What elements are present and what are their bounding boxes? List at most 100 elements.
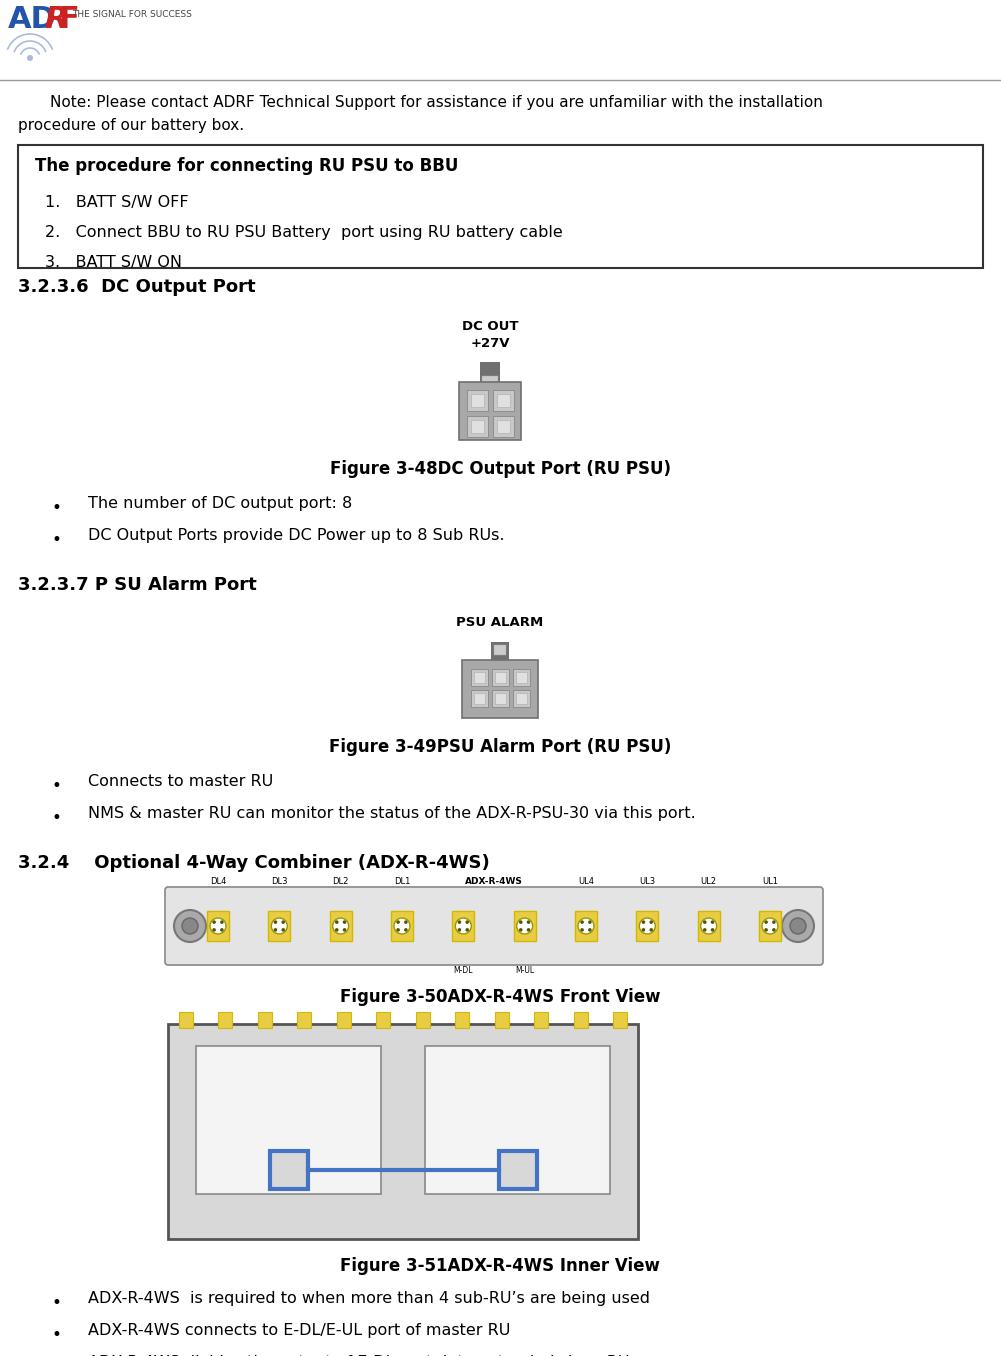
Text: M-DL: M-DL [453, 965, 473, 975]
Bar [268, 911, 290, 941]
Text: F: F [58, 5, 79, 34]
Text: 2.   Connect BBU to RU PSU Battery  port using RU battery cable: 2. Connect BBU to RU PSU Battery port us… [45, 225, 563, 240]
Text: •: • [52, 532, 62, 549]
Bar [613, 1012, 627, 1028]
Circle shape [396, 921, 400, 923]
Text: M-UL: M-UL [516, 965, 535, 975]
Bar [269, 1151, 307, 1189]
Bar [482, 376, 498, 382]
Circle shape [273, 928, 277, 932]
Bar [491, 690, 509, 706]
Bar [18, 145, 983, 268]
Circle shape [465, 928, 469, 932]
Text: procedure of our battery box.: procedure of our battery box. [18, 118, 244, 133]
Text: ADX-R-4WS  is required to when more than 4 sub-RU’s are being used: ADX-R-4WS is required to when more than … [88, 1291, 650, 1306]
Text: The procedure for connecting RU PSU to BBU: The procedure for connecting RU PSU to B… [35, 157, 458, 175]
Circle shape [455, 918, 471, 934]
Bar [491, 669, 509, 686]
Circle shape [342, 928, 346, 932]
Text: AD: AD [8, 5, 57, 34]
Circle shape [457, 928, 461, 932]
Bar [329, 911, 351, 941]
Bar [391, 911, 413, 941]
Bar [425, 1045, 610, 1195]
Text: Note: Please contact ADRF Technical Support for assistance if you are unfamiliar: Note: Please contact ADRF Technical Supp… [50, 95, 823, 110]
Text: UL4: UL4 [578, 877, 594, 885]
Text: PSU ALARM: PSU ALARM [456, 616, 544, 629]
Bar [575, 911, 597, 941]
Circle shape [271, 918, 287, 934]
Bar [574, 1012, 588, 1028]
Bar [759, 911, 781, 941]
Circle shape [701, 918, 717, 934]
Bar [494, 693, 506, 704]
Text: Figure 3-50ADX-R-4WS Front View: Figure 3-50ADX-R-4WS Front View [339, 989, 661, 1006]
Bar [494, 1012, 509, 1028]
Text: DL2: DL2 [332, 877, 349, 885]
Circle shape [281, 921, 285, 923]
Bar [473, 673, 484, 683]
Circle shape [465, 921, 469, 923]
Text: Connects to master RU: Connects to master RU [88, 774, 273, 789]
Bar [513, 669, 530, 686]
Bar [470, 395, 483, 407]
Text: DL4: DL4 [210, 877, 226, 885]
Circle shape [404, 921, 407, 923]
Circle shape [650, 928, 653, 932]
Bar [179, 1012, 193, 1028]
Circle shape [210, 918, 226, 934]
Text: Figure 3-48DC Output Port (RU PSU): Figure 3-48DC Output Port (RU PSU) [329, 460, 671, 479]
Bar [494, 673, 506, 683]
Circle shape [578, 918, 594, 934]
Text: 3.2.3.6  DC Output Port: 3.2.3.6 DC Output Port [18, 278, 255, 296]
FancyBboxPatch shape [165, 887, 823, 965]
Circle shape [212, 928, 216, 932]
Bar [207, 911, 229, 941]
Circle shape [394, 918, 410, 934]
Bar [452, 911, 474, 941]
Bar [637, 911, 659, 941]
Bar [498, 1151, 537, 1189]
Bar [492, 416, 514, 437]
Bar [462, 660, 538, 717]
Circle shape [765, 921, 768, 923]
Circle shape [519, 928, 523, 932]
Circle shape [581, 928, 584, 932]
Text: •: • [52, 499, 62, 517]
Circle shape [335, 921, 338, 923]
Circle shape [772, 921, 776, 923]
Bar [514, 911, 536, 941]
Bar [466, 391, 487, 411]
Text: •: • [52, 810, 62, 827]
Bar [459, 382, 521, 439]
Text: UL1: UL1 [762, 877, 778, 885]
Circle shape [765, 928, 768, 932]
Circle shape [457, 921, 461, 923]
Text: 3.2.3.7 P SU Alarm Port: 3.2.3.7 P SU Alarm Port [18, 576, 256, 594]
Bar [470, 669, 487, 686]
Text: DL1: DL1 [393, 877, 410, 885]
Circle shape [642, 921, 646, 923]
Bar [218, 1012, 232, 1028]
Circle shape [273, 921, 277, 923]
Text: 3.2.4    Optional 4-Way Combiner (ADX-R-4WS): 3.2.4 Optional 4-Way Combiner (ADX-R-4WS… [18, 854, 489, 872]
Bar [470, 420, 483, 433]
Text: •: • [52, 1326, 62, 1344]
Bar [480, 362, 500, 382]
Bar [336, 1012, 350, 1028]
Text: NMS & master RU can monitor the status of the ADX-R-PSU-30 via this port.: NMS & master RU can monitor the status o… [88, 805, 696, 820]
Text: ADX-R-4WS connects to E-DL/E-UL port of master RU: ADX-R-4WS connects to E-DL/E-UL port of … [88, 1323, 511, 1338]
Circle shape [396, 928, 400, 932]
Bar [168, 1024, 638, 1239]
Circle shape [182, 918, 198, 934]
Circle shape [703, 921, 707, 923]
Text: 1.   BATT S/W OFF: 1. BATT S/W OFF [45, 195, 188, 210]
Text: DC OUT: DC OUT [461, 320, 519, 334]
Text: DL3: DL3 [271, 877, 287, 885]
Circle shape [711, 928, 715, 932]
Bar [516, 693, 527, 704]
Text: UL2: UL2 [701, 877, 717, 885]
Bar [496, 395, 510, 407]
Bar [376, 1012, 390, 1028]
Bar [258, 1012, 272, 1028]
